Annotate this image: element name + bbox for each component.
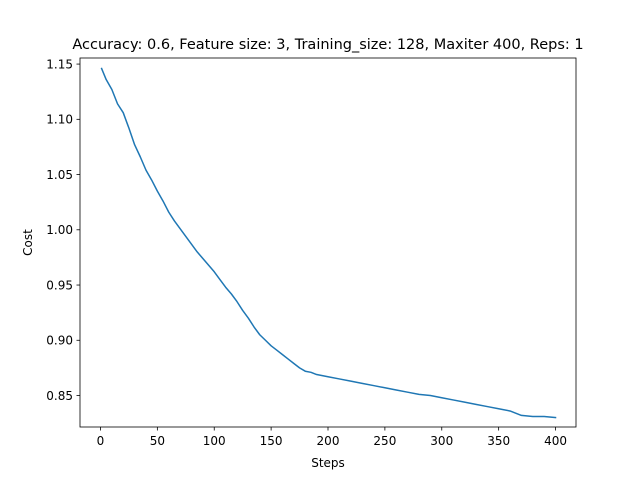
y-axis-ticks: 0.85 0.90 0.95 1.00 1.05 1.10 1.15 (46, 57, 80, 403)
y-tick-label: 0.90 (46, 334, 73, 348)
y-tick-label: 1.05 (46, 168, 73, 182)
x-tick-label: 50 (150, 434, 165, 448)
x-tick-label: 150 (260, 434, 283, 448)
y-axis-label: Cost (21, 229, 35, 256)
x-axis-label: Steps (311, 456, 345, 470)
x-tick-label: 300 (430, 434, 453, 448)
x-axis-ticks: 0 50 100 150 200 250 300 350 400 (97, 427, 567, 448)
y-tick-label: 0.85 (46, 389, 73, 403)
plot-area (100, 67, 557, 419)
x-tick-label: 250 (373, 434, 396, 448)
x-tick-label: 400 (544, 434, 567, 448)
y-tick-label: 1.10 (46, 113, 73, 127)
y-tick-label: 1.15 (46, 57, 73, 71)
x-tick-label: 200 (317, 434, 340, 448)
x-tick-label: 350 (487, 434, 510, 448)
y-tick-label: 0.95 (46, 278, 73, 292)
cost-series-line (100, 67, 557, 419)
chart-title: Accuracy: 0.6, Feature size: 3, Training… (72, 37, 583, 53)
y-tick-label: 1.00 (46, 223, 73, 237)
x-tick-label: 0 (97, 434, 105, 448)
x-tick-label: 100 (203, 434, 226, 448)
